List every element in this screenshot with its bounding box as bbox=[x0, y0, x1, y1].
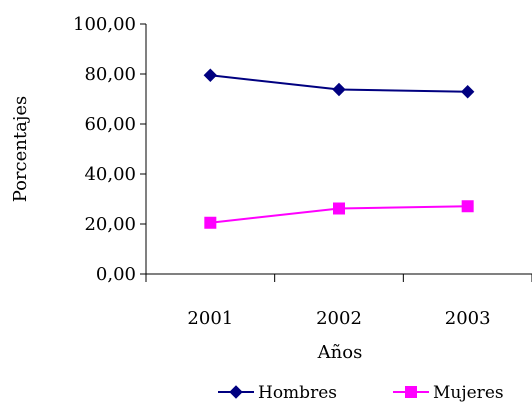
legend-marker bbox=[405, 386, 417, 398]
x-axis-title: Años bbox=[317, 342, 363, 363]
legend-label: Mujeres bbox=[433, 383, 504, 403]
y-tick-label: 0,00 bbox=[96, 264, 136, 285]
legend: Hombres Mujeres bbox=[218, 383, 504, 403]
y-tick-label: 60,00 bbox=[84, 114, 136, 135]
x-tick-label: 2001 bbox=[187, 308, 233, 329]
data-point bbox=[204, 216, 217, 229]
axes bbox=[140, 23, 532, 282]
data-point bbox=[333, 202, 345, 215]
series-mujeres bbox=[204, 200, 474, 229]
legend-label: Hombres bbox=[258, 383, 337, 403]
data-point bbox=[461, 200, 474, 213]
legend-item-hombres: Hombres bbox=[218, 383, 337, 403]
x-tick-labels: 2001 2002 2003 bbox=[187, 308, 490, 329]
y-tick-label: 100,00 bbox=[73, 14, 136, 35]
y-tick-label: 40,00 bbox=[84, 164, 136, 185]
x-tick-label: 2002 bbox=[316, 308, 362, 329]
legend-marker bbox=[229, 385, 243, 399]
data-point bbox=[203, 68, 218, 82]
legend-item-mujeres: Mujeres bbox=[393, 383, 504, 403]
data-point bbox=[460, 85, 475, 99]
x-tick-label: 2003 bbox=[445, 308, 491, 329]
data-point bbox=[332, 82, 346, 97]
series-layer bbox=[203, 68, 475, 229]
y-tick-label: 80,00 bbox=[84, 64, 136, 85]
y-tick-labels: 0,00 20,00 40,00 60,00 80,00 100,00 bbox=[73, 14, 136, 285]
y-tick-label: 20,00 bbox=[84, 214, 136, 235]
y-axis-title: Porcentajes bbox=[10, 96, 31, 203]
series-hombres bbox=[203, 68, 475, 99]
